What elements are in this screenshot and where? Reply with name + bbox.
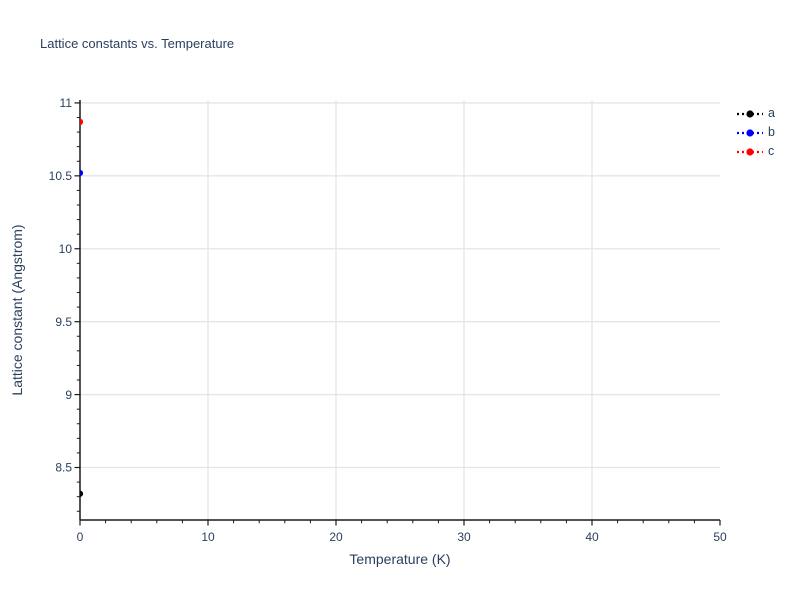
- legend-item-label: a: [768, 106, 775, 120]
- legend-item-b[interactable]: b: [737, 123, 775, 142]
- legend-line-sample: [737, 128, 763, 137]
- legend-line-sample: [737, 109, 763, 118]
- y-tick-label: 11: [60, 96, 73, 110]
- y-tick-label: 10.5: [49, 169, 73, 183]
- data-point-c[interactable]: [77, 118, 84, 125]
- x-tick-label: 30: [457, 530, 471, 544]
- data-point-a[interactable]: [77, 490, 84, 497]
- legend-item-c[interactable]: c: [737, 142, 775, 161]
- y-tick-label: 9: [65, 388, 72, 402]
- y-tick-label: 8.5: [55, 461, 72, 475]
- legend-line-sample: [737, 147, 763, 156]
- y-axis-title: Lattice constant (Angstrom): [9, 224, 25, 396]
- x-axis-title: Temperature (K): [349, 551, 451, 567]
- y-tick-label: 9.5: [55, 315, 72, 329]
- x-tick-label: 50: [713, 530, 727, 544]
- data-point-b[interactable]: [77, 169, 84, 177]
- y-tick-label: 10: [59, 242, 73, 256]
- x-tick-label: 20: [329, 530, 343, 544]
- series-points: [77, 118, 84, 497]
- legend-item-label: c: [768, 144, 775, 158]
- legend-item-a[interactable]: a: [737, 104, 775, 123]
- legend-item-label: b: [768, 125, 775, 139]
- x-tick-label: 40: [585, 530, 599, 544]
- x-tick-label: 10: [201, 530, 215, 544]
- chart-title: Lattice constants vs. Temperature: [40, 36, 235, 51]
- x-tick-label: 0: [77, 530, 84, 544]
